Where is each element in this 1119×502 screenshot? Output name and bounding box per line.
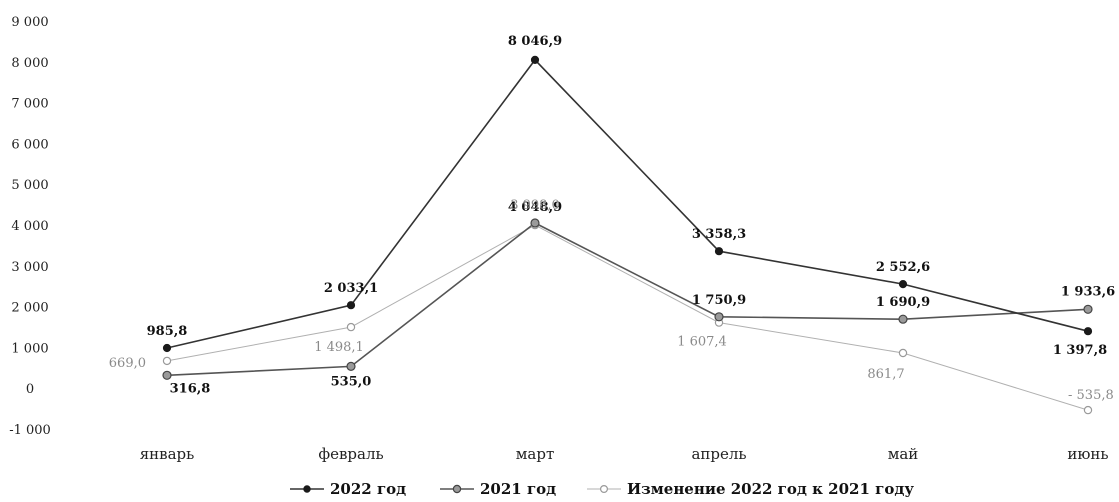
data-label: 3 998,0 [510, 198, 560, 213]
data-point [898, 348, 908, 358]
data-label: 1 498,1 [314, 340, 364, 355]
x-tick-label: январь [140, 445, 195, 463]
data-label: 2 552,6 [876, 260, 930, 275]
data-label: 316,8 [170, 381, 211, 396]
data-point [714, 312, 724, 322]
data-label: 1 397,8 [1053, 343, 1107, 358]
data-label: 535,0 [331, 374, 372, 389]
x-tick-label: март [516, 445, 555, 463]
x-tick-label: июнь [1067, 445, 1108, 463]
legend-label: Изменение 2022 год к 2021 году [627, 480, 914, 498]
data-point [162, 356, 172, 366]
data-point [162, 370, 172, 380]
x-tick-label: февраль [318, 445, 383, 463]
data-label: 8 046,9 [508, 34, 562, 49]
data-label: 1 607,4 [677, 335, 727, 350]
y-tick-label: 3 000 [11, 260, 48, 275]
y-tick-label: 8 000 [11, 56, 48, 71]
x-axis-ticks: январь февраль март апрель май июнь [140, 445, 1109, 463]
data-point [530, 218, 540, 228]
data-point [1083, 304, 1093, 314]
legend-marker [303, 485, 311, 493]
y-tick-label: 7 000 [11, 97, 48, 112]
y-tick-label: 6 000 [11, 137, 48, 152]
data-point [162, 343, 172, 353]
data-label: 2 033,1 [324, 281, 378, 296]
data-point [1083, 405, 1093, 415]
legend-label: 2021 год [480, 480, 556, 498]
series-line-1 [166, 58, 1089, 349]
y-tick-label: 4 000 [11, 219, 48, 234]
series-line-3 [166, 224, 1089, 411]
data-point [898, 280, 908, 289]
data-label: 3 358,3 [692, 227, 746, 242]
data-label: - 535,8 [1068, 388, 1114, 403]
data-point [346, 361, 356, 371]
data-label: 669,0 [109, 356, 146, 371]
y-tick-label: -1 000 [9, 423, 51, 438]
legend-marker [452, 484, 462, 494]
data-label: 1 690,9 [876, 295, 930, 310]
y-axis-ticks: 9 000 8 000 7 000 6 000 5 000 4 000 3 000 2 000… [9, 15, 51, 438]
series-line-2 [166, 222, 1089, 377]
series-markers [162, 55, 1093, 415]
y-tick-label: 9 000 [11, 15, 48, 30]
data-point [346, 322, 356, 332]
data-point [898, 314, 908, 324]
legend-label: 2022 год [330, 480, 406, 498]
series-lines [166, 58, 1089, 411]
data-label: 985,8 [147, 324, 188, 339]
data-label: 861,7 [867, 367, 904, 382]
data-point [1083, 327, 1093, 336]
y-tick-label: 1 000 [11, 341, 48, 356]
data-label: 1 933,6 [1061, 284, 1115, 299]
legend: 2022 год 2021 год Изменение 2022 год к 202… [290, 480, 914, 498]
data-point [346, 301, 356, 310]
data-point [714, 247, 724, 256]
data-label: 1 750,9 [692, 293, 746, 308]
data-label: 4 048,9 [508, 200, 562, 215]
x-tick-label: апрель [691, 445, 746, 463]
y-tick-label: 2 000 [11, 301, 48, 316]
y-tick-label: 0 [26, 382, 34, 397]
y-tick-label: 5 000 [11, 178, 48, 193]
data-labels: 985,8 2 033,1 8 046,9 3 358,3 2 552,6 1 397,8… [109, 34, 1115, 403]
legend-marker [599, 485, 608, 494]
x-tick-label: май [888, 445, 919, 463]
data-point [530, 55, 540, 65]
